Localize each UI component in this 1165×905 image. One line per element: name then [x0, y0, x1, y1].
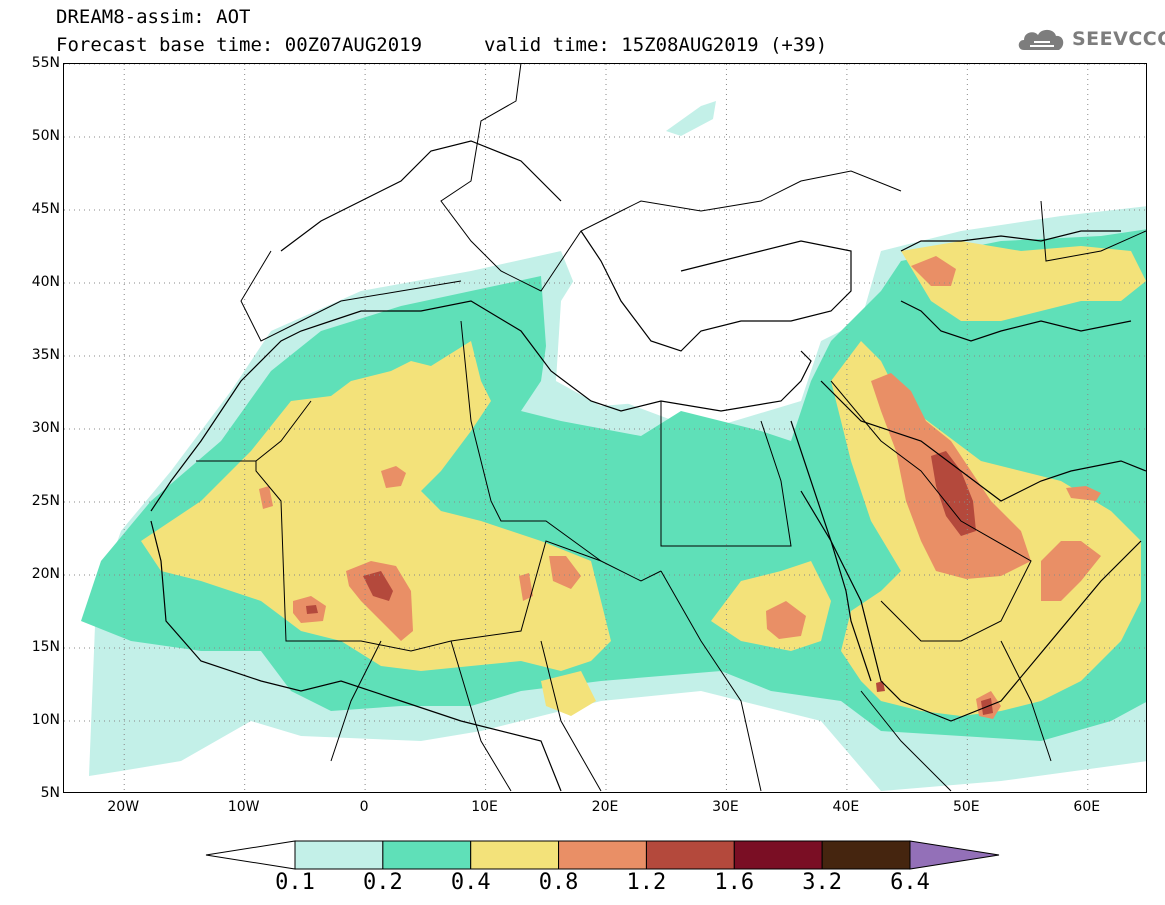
coastlines [150, 140, 1146, 792]
colorbar-level-label: 0.1 [275, 870, 315, 895]
logo-text: SEEVCCC [1072, 28, 1165, 50]
longitude-tick-label: 40E [832, 799, 860, 815]
colorbar-box [733, 840, 823, 870]
latitude-tick-label: 40N [31, 274, 60, 290]
latitude-tick-label: 10N [31, 712, 60, 728]
longitude-tick-label: 20W [107, 799, 140, 815]
colorbar-under-triangle [205, 840, 296, 870]
latitude-tick-label: 35N [31, 347, 60, 363]
longitude-tick-label: 10E [471, 799, 498, 815]
latitude-tick-label: 55N [31, 55, 60, 71]
longitude-tick-label: 0 [359, 799, 369, 815]
aot-layer-0-4 [141, 241, 1146, 716]
latitude-tick-label: 30N [31, 420, 60, 436]
map-canvas [64, 64, 1146, 792]
grid-lines [64, 64, 1146, 792]
colorbar-level-label: 1.2 [626, 870, 667, 895]
colorbar-level-label: 0.2 [362, 870, 403, 895]
seevccc-logo: SEEVCCC [1016, 24, 1165, 54]
colorbar-over-triangle [909, 840, 1000, 870]
latitude-tick-label: 45N [31, 201, 60, 217]
latitude-tick-label: 50N [31, 128, 60, 144]
colorbar-box [382, 840, 472, 870]
forecast-base-time: Forecast base time: 00Z07AUG2019 [56, 34, 423, 56]
longitude-tick-label: 30E [712, 799, 739, 815]
cloud-icon [1018, 29, 1064, 50]
valid-time: valid time: 15Z08AUG2019 (+39) [484, 34, 828, 56]
colorbar-box [294, 840, 384, 870]
colorbar-box [470, 840, 560, 870]
longitude-tick-label: 10W [227, 799, 260, 815]
colorbar-box [558, 840, 647, 870]
colorbar-level-label: 3.2 [802, 870, 843, 895]
latitude-tick-label: 20N [31, 566, 60, 582]
aot-layer-1-2 [306, 451, 993, 715]
colorbar-level-label: 1.6 [714, 870, 755, 895]
colorbar-level-label: 0.4 [450, 870, 491, 895]
country-borders [196, 64, 1146, 792]
longitude-tick-label: 20E [591, 799, 619, 815]
longitude-tick-label: 50E [952, 799, 980, 815]
latitude-tick-label: 25N [31, 493, 60, 509]
map-title: DREAM8-assim: AOT [56, 6, 251, 28]
colorbar-box [821, 840, 911, 870]
latitude-tick-label: 5N [40, 785, 60, 801]
colorbar-level-label: 6.4 [890, 870, 930, 895]
land-water-white [556, 241, 851, 406]
latitude-tick-label: 15N [31, 639, 60, 655]
colorbar [205, 840, 1000, 870]
colorbar-box [645, 840, 735, 870]
colorbar-level-label: 0.8 [538, 870, 579, 895]
longitude-tick-label: 60E [1073, 799, 1101, 815]
aot-map [63, 63, 1147, 793]
